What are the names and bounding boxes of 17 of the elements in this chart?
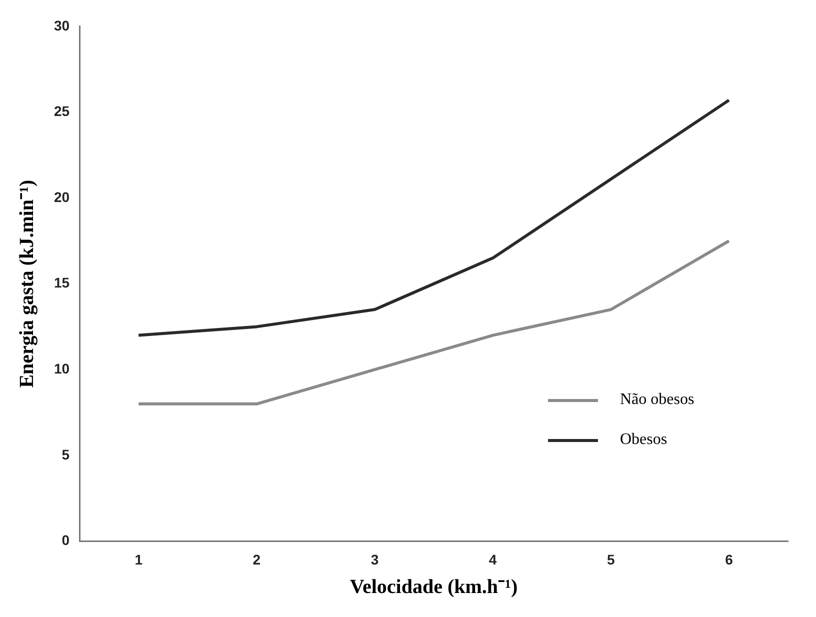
y-tick-label: 20 [54, 188, 70, 205]
x-tick-label: 5 [606, 551, 615, 568]
y-tick-label: 5 [62, 446, 70, 462]
x-tick-label: 3 [370, 551, 379, 568]
y-tick-label: 30 [54, 17, 70, 34]
x-tick-label: 6 [725, 551, 734, 568]
y-tick-label: 15 [54, 274, 70, 291]
y-tick-label: 0 [62, 532, 70, 548]
x-axis-title: Velocidade (km.h⁻¹) [350, 576, 518, 598]
y-tick-label: 25 [54, 103, 70, 120]
x-tick-label: 2 [252, 551, 261, 568]
x-tick-label: 4 [488, 551, 497, 568]
legend-label: Obesos [620, 431, 668, 450]
y-tick-label: 10 [54, 360, 70, 376]
x-tick-label: 1 [134, 551, 143, 568]
y-axis-title: Energia gasta (kJ.min⁻¹) [16, 180, 38, 388]
legend-label: Não obesos [620, 391, 694, 410]
